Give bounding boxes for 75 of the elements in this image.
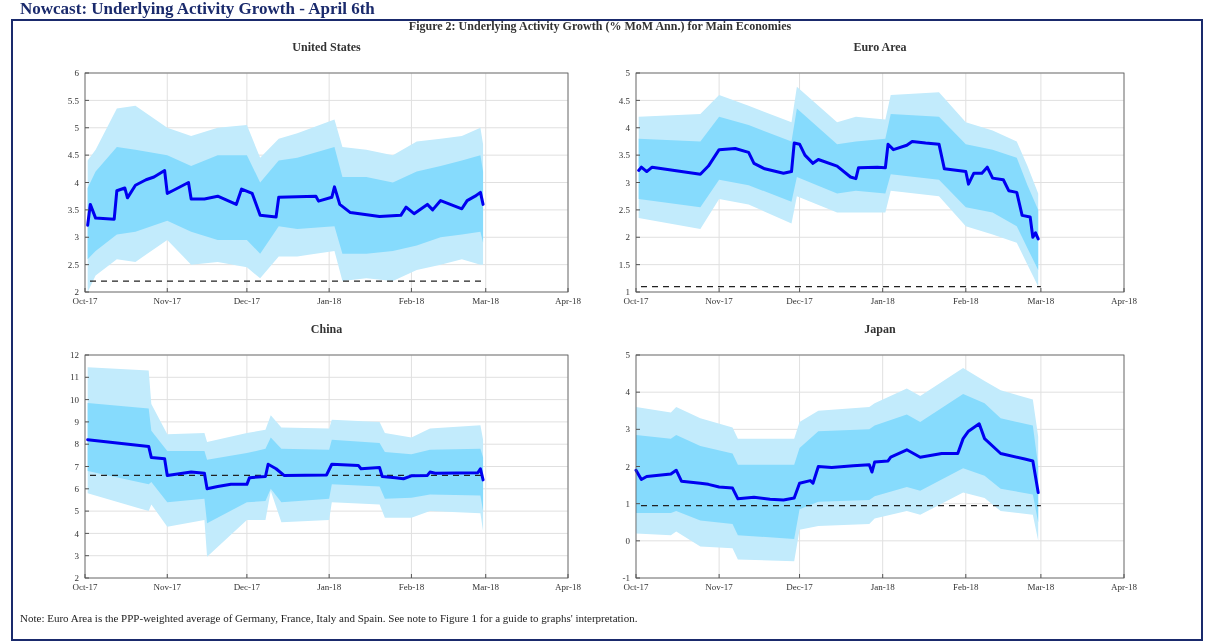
x-tick-label: Oct-17: [623, 582, 649, 592]
line-series: [86, 438, 485, 491]
chart-title: United States: [292, 40, 361, 54]
y-tick-label: 4: [625, 387, 631, 398]
y-tick-label: 2: [625, 461, 630, 472]
x-tick-label: Dec-17: [786, 582, 814, 592]
x-tick-label: Nov-17: [153, 582, 182, 592]
x-tick-label: Jan-18: [317, 296, 342, 306]
x-tick-label: Mar-18: [1027, 582, 1055, 592]
y-tick-label: 3: [625, 424, 631, 435]
x-tick-label: Dec-17: [233, 582, 261, 592]
y-tick-label: 5: [74, 122, 80, 133]
x-tick-label: Apr-18: [1111, 582, 1138, 592]
y-tick-label: -1: [622, 573, 630, 584]
x-tick-label: Mar-18: [1027, 296, 1055, 306]
x-tick-label: Jan-18: [870, 582, 896, 592]
y-tick-label: 4.5: [618, 95, 631, 106]
y-tick-label: 4: [74, 528, 80, 539]
y-tick-label: 11: [70, 372, 79, 383]
y-tick-label: 3: [74, 232, 80, 243]
x-tick-label: Apr-18: [555, 296, 582, 306]
y-tick-label: 2: [625, 232, 630, 243]
y-tick-label: 10: [70, 394, 80, 405]
y-tick-label: 7: [74, 461, 80, 472]
chart-title: Euro Area: [853, 40, 907, 54]
y-tick-label: 8: [74, 439, 80, 450]
y-tick-label: 1.5: [618, 259, 631, 270]
y-tick-label: 2.5: [618, 205, 631, 216]
chart-title: Japan: [864, 322, 896, 336]
x-tick-label: Nov-17: [153, 296, 182, 306]
y-tick-label: 5: [625, 350, 631, 361]
x-tick-label: Jan-18: [317, 582, 342, 592]
y-tick-label: 3: [74, 550, 80, 561]
y-tick-label: 0: [625, 535, 631, 546]
y-tick-label: 5: [625, 68, 631, 79]
y-tick-label: 3: [625, 177, 631, 188]
x-tick-label: Dec-17: [786, 296, 814, 306]
x-tick-label: Mar-18: [472, 582, 500, 592]
y-tick-label: 12: [70, 350, 79, 361]
x-tick-label: Feb-18: [953, 582, 980, 592]
text: Figure 2: Underlying Activity Growth (% MoM Ann.) for Main Economies: [408, 19, 792, 33]
x-tick-label: Oct-17: [623, 296, 649, 306]
x-tick-label: Nov-17: [705, 582, 734, 592]
y-tick-label: 2: [74, 287, 79, 298]
y-tick-label: 4: [625, 122, 631, 133]
line-series: [86, 168, 485, 227]
line-series: [637, 139, 1040, 241]
x-tick-label: Apr-18: [555, 582, 582, 592]
text: Nowcast: Underlying Activity Growth - April 6th: [20, 0, 376, 18]
x-tick-label: Feb-18: [953, 296, 980, 306]
y-tick-label: 6: [74, 68, 80, 79]
y-tick-label: 6: [74, 483, 80, 494]
x-tick-label: Mar-18: [472, 296, 500, 306]
x-tick-label: Oct-17: [72, 582, 98, 592]
y-tick-label: 2: [74, 573, 79, 584]
x-tick-label: Oct-17: [72, 296, 98, 306]
y-tick-label: 5: [74, 506, 80, 517]
y-tick-label: 1: [625, 287, 630, 298]
x-tick-label: Feb-18: [398, 296, 425, 306]
y-tick-label: 5.5: [67, 95, 80, 106]
x-tick-label: Jan-18: [870, 296, 896, 306]
y-tick-label: 3.5: [618, 150, 631, 161]
line-series: [634, 422, 1040, 502]
y-tick-label: 3.5: [67, 205, 80, 216]
x-tick-label: Dec-17: [233, 296, 261, 306]
text: Note: Euro Area is the PPP-weighted average of Germany, France, Italy and Spain. See note to Figure 1 for a guide to graphs' interpretation.: [20, 612, 638, 624]
y-tick-label: 9: [74, 417, 80, 428]
y-tick-label: 4: [74, 177, 80, 188]
y-tick-label: 4.5: [67, 150, 80, 161]
chart-title: China: [310, 322, 343, 336]
y-tick-label: 1: [625, 498, 630, 509]
x-tick-label: Apr-18: [1111, 296, 1138, 306]
x-tick-label: Feb-18: [398, 582, 425, 592]
x-tick-label: Nov-17: [705, 296, 734, 306]
y-tick-label: 2.5: [67, 259, 80, 270]
